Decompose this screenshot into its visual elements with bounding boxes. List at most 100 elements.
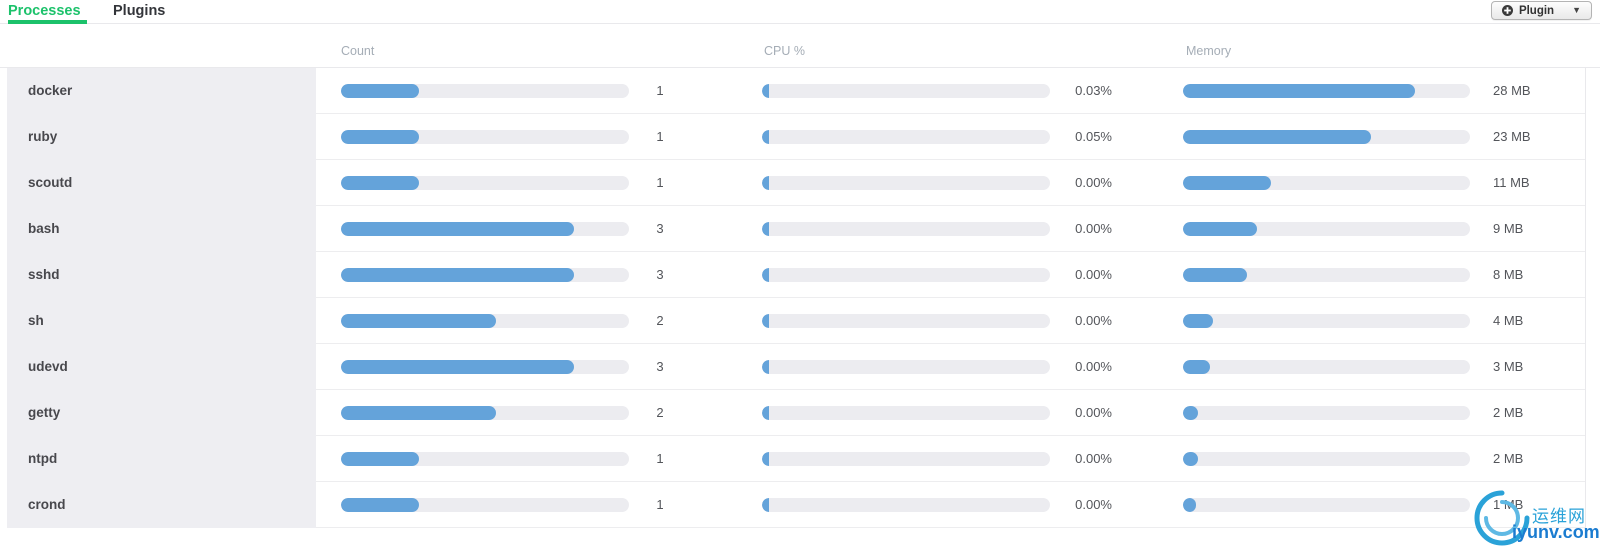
- process-name: getty: [28, 405, 61, 420]
- cpu-bar: [762, 222, 1050, 236]
- memory-value: 2 MB: [1493, 451, 1524, 466]
- cpu-bar: [762, 84, 1050, 98]
- memory-bar: [1183, 314, 1470, 328]
- cpu-bar-fill: [762, 222, 769, 236]
- count-value: 3: [656, 221, 664, 236]
- cpu-value: 0.00%: [1075, 497, 1112, 512]
- process-name: ruby: [28, 129, 58, 144]
- row-divider: [316, 481, 1585, 482]
- cpu-bar-fill: [762, 84, 769, 98]
- table-row: bash 3 0.00% 9 MB: [0, 206, 1600, 252]
- tab-processes[interactable]: Processes: [8, 0, 87, 24]
- memory-value: 28 MB: [1493, 83, 1531, 98]
- cpu-bar-fill: [762, 452, 769, 466]
- count-value: 1: [656, 497, 664, 512]
- count-value: 1: [656, 451, 664, 466]
- plus-circle-icon: [1501, 5, 1513, 16]
- count-bar-fill: [341, 268, 574, 282]
- cpu-value: 0.00%: [1075, 221, 1112, 236]
- plugin-button-label: Plugin: [1518, 4, 1555, 17]
- cpu-value: 0.00%: [1075, 267, 1112, 282]
- cpu-bar: [762, 452, 1050, 466]
- chevron-down-icon: ▼: [1572, 5, 1581, 15]
- process-name: udevd: [28, 359, 68, 374]
- process-name-panel: [7, 68, 316, 528]
- memory-bar-fill: [1183, 452, 1198, 466]
- memory-value: 4 MB: [1493, 313, 1524, 328]
- memory-bar-fill: [1183, 222, 1258, 236]
- row-divider: [316, 527, 1585, 528]
- count-bar: [341, 130, 629, 144]
- process-name: bash: [28, 221, 60, 236]
- row-divider: [316, 251, 1585, 252]
- cpu-bar: [762, 176, 1050, 190]
- memory-bar: [1183, 268, 1470, 282]
- table-row: crond 1 0.00% 1 MB: [0, 482, 1600, 528]
- table-row: sh 2 0.00% 4 MB: [0, 298, 1600, 344]
- memory-bar-fill: [1183, 84, 1415, 98]
- memory-value: 3 MB: [1493, 359, 1524, 374]
- cpu-value: 0.00%: [1075, 175, 1112, 190]
- add-plugin-button[interactable]: Plugin ▼: [1490, 1, 1592, 20]
- cpu-bar-fill: [762, 406, 769, 420]
- cpu-value: 0.00%: [1075, 451, 1112, 466]
- table-row: ruby 1 0.05% 23 MB: [0, 114, 1600, 160]
- count-bar-fill: [341, 84, 420, 98]
- count-bar-fill: [341, 130, 420, 144]
- cpu-value: 0.03%: [1075, 83, 1112, 98]
- cpu-value: 0.05%: [1075, 129, 1112, 144]
- cpu-bar-fill: [762, 176, 769, 190]
- process-name: docker: [28, 83, 73, 98]
- cpu-bar: [762, 498, 1050, 512]
- table-row: scoutd 1 0.00% 11 MB: [0, 160, 1600, 206]
- tab-bar: Processes Plugins Plugin ▼: [0, 0, 1600, 24]
- row-divider: [316, 159, 1585, 160]
- cpu-bar: [762, 360, 1050, 374]
- count-value: 1: [656, 83, 664, 98]
- count-bar-fill: [341, 452, 420, 466]
- memory-value: 1 MB: [1493, 497, 1524, 512]
- count-value: 3: [656, 267, 664, 282]
- memory-bar: [1183, 360, 1470, 374]
- cpu-bar-fill: [762, 130, 769, 144]
- count-bar-fill: [341, 498, 420, 512]
- table-row: sshd 3 0.00% 8 MB: [0, 252, 1600, 298]
- count-value: 3: [656, 359, 664, 374]
- row-divider: [316, 435, 1585, 436]
- count-bar-fill: [341, 360, 574, 374]
- column-header-cpu: CPU %: [764, 44, 805, 58]
- count-bar-fill: [341, 406, 496, 420]
- memory-bar: [1183, 130, 1470, 144]
- table-row: udevd 3 0.00% 3 MB: [0, 344, 1600, 390]
- cpu-bar-fill: [762, 268, 769, 282]
- tab-plugins[interactable]: Plugins: [113, 3, 166, 19]
- count-bar: [341, 360, 629, 374]
- process-name: ntpd: [28, 451, 58, 466]
- memory-bar-fill: [1183, 406, 1198, 420]
- table-row: getty 2 0.00% 2 MB: [0, 390, 1600, 436]
- memory-value: 8 MB: [1493, 267, 1524, 282]
- count-value: 2: [656, 405, 664, 420]
- cpu-value: 0.00%: [1075, 313, 1112, 328]
- count-bar: [341, 268, 629, 282]
- process-table: docker 1 0.03% 28 MB ruby 1 0.05% 23 MB …: [0, 68, 1600, 528]
- memory-value: 9 MB: [1493, 221, 1524, 236]
- row-divider: [316, 113, 1585, 114]
- table-right-border: [1585, 68, 1586, 529]
- process-name: sshd: [28, 267, 60, 282]
- count-value: 2: [656, 313, 664, 328]
- row-divider: [316, 343, 1585, 344]
- table-row: docker 1 0.03% 28 MB: [0, 68, 1600, 114]
- memory-bar-fill: [1183, 360, 1210, 374]
- memory-value: 23 MB: [1493, 129, 1531, 144]
- memory-bar: [1183, 222, 1470, 236]
- column-header-memory: Memory: [1186, 44, 1232, 58]
- count-bar-fill: [341, 176, 420, 190]
- count-value: 1: [656, 175, 664, 190]
- cpu-bar: [762, 406, 1050, 420]
- count-bar: [341, 222, 629, 236]
- memory-bar: [1183, 406, 1470, 420]
- memory-bar: [1183, 498, 1470, 512]
- cpu-bar: [762, 314, 1050, 328]
- memory-bar-fill: [1183, 498, 1197, 512]
